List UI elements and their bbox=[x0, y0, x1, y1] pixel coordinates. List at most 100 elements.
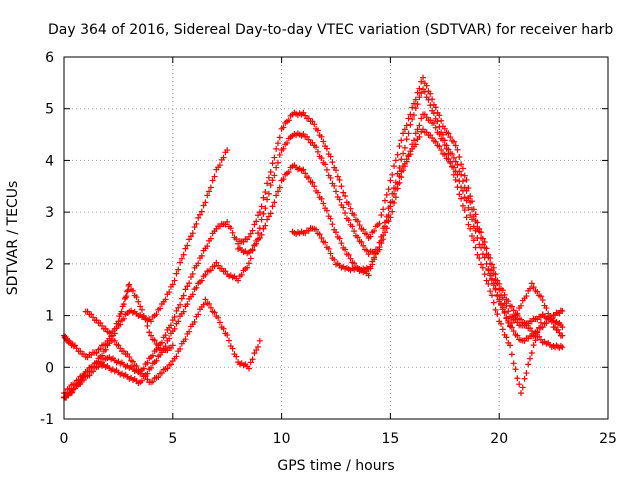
data-point bbox=[153, 341, 160, 348]
data-point bbox=[325, 245, 332, 252]
data-point bbox=[200, 202, 207, 209]
data-point bbox=[534, 288, 541, 295]
data-point bbox=[177, 301, 184, 308]
data-point bbox=[149, 378, 156, 385]
data-point bbox=[407, 151, 414, 158]
data-point bbox=[204, 192, 211, 199]
data-point bbox=[247, 255, 254, 262]
data-point bbox=[327, 250, 334, 257]
data-point bbox=[280, 176, 287, 183]
data-point bbox=[216, 162, 223, 169]
data-point bbox=[106, 335, 113, 342]
data-point bbox=[162, 296, 169, 303]
data-point bbox=[193, 284, 200, 291]
data-point bbox=[385, 205, 392, 212]
data-point bbox=[465, 204, 472, 211]
data-point bbox=[90, 363, 97, 370]
data-point bbox=[318, 235, 325, 241]
y-tick-label: 6 bbox=[45, 50, 54, 66]
data-point bbox=[532, 337, 539, 344]
data-point bbox=[389, 208, 396, 215]
data-point bbox=[157, 345, 164, 352]
data-point bbox=[229, 345, 236, 352]
data-point bbox=[182, 336, 189, 343]
data-point bbox=[467, 212, 474, 219]
data-point bbox=[189, 291, 196, 298]
data-point bbox=[403, 122, 410, 129]
data-point bbox=[276, 184, 283, 191]
data-point bbox=[392, 157, 399, 164]
data-point bbox=[416, 122, 423, 129]
data-point bbox=[331, 182, 338, 189]
data-point bbox=[474, 251, 481, 258]
data-point bbox=[452, 168, 459, 175]
data-point bbox=[459, 202, 466, 209]
data-point bbox=[436, 123, 443, 130]
data-point bbox=[336, 235, 343, 242]
data-point bbox=[182, 245, 189, 252]
data-point bbox=[173, 353, 180, 360]
data-point bbox=[371, 254, 378, 261]
data-point bbox=[207, 304, 214, 311]
x-axis-label: GPS time / hours bbox=[277, 458, 394, 474]
data-point bbox=[503, 334, 510, 341]
data-point bbox=[115, 318, 122, 325]
data-point bbox=[329, 159, 336, 166]
x-tick-label: 0 bbox=[60, 431, 69, 447]
data-series-track-4 bbox=[235, 126, 566, 344]
data-point bbox=[300, 166, 307, 173]
data-point bbox=[144, 322, 151, 329]
data-point bbox=[454, 184, 461, 191]
data-point bbox=[262, 205, 269, 212]
data-point bbox=[255, 212, 262, 219]
data-point bbox=[501, 308, 508, 315]
data-point bbox=[202, 296, 209, 303]
data-point bbox=[445, 150, 452, 157]
data-point bbox=[385, 186, 392, 193]
data-point bbox=[452, 176, 459, 183]
data-series-track-5 bbox=[82, 296, 263, 386]
data-point bbox=[314, 148, 321, 155]
data-point bbox=[157, 305, 164, 312]
data-point bbox=[356, 222, 363, 229]
data-point bbox=[360, 226, 367, 233]
data-point bbox=[458, 161, 465, 168]
data-point bbox=[469, 206, 475, 213]
data-point bbox=[412, 130, 419, 137]
data-point bbox=[345, 251, 352, 258]
data-point bbox=[71, 381, 78, 387]
data-point bbox=[86, 372, 93, 379]
y-tick-label: 5 bbox=[45, 102, 54, 118]
data-point bbox=[193, 220, 200, 227]
data-point bbox=[251, 350, 258, 357]
data-point bbox=[416, 94, 423, 101]
data-point bbox=[171, 277, 178, 284]
axis-ticks: 0 5 10 15 20 25 -1 0 1 2 3 4 5 6 bbox=[40, 50, 617, 447]
data-point bbox=[530, 342, 537, 349]
data-point bbox=[209, 177, 216, 184]
data-point bbox=[267, 182, 274, 189]
data-point bbox=[184, 242, 191, 249]
data-point bbox=[77, 381, 84, 387]
data-point bbox=[137, 303, 144, 310]
data-point bbox=[256, 235, 263, 241]
data-point bbox=[148, 364, 155, 371]
data-point bbox=[260, 210, 267, 217]
data-point bbox=[151, 337, 158, 344]
data-point bbox=[463, 214, 470, 221]
data-point bbox=[537, 293, 544, 300]
data-point bbox=[476, 228, 483, 235]
data-point bbox=[175, 266, 182, 273]
data-point bbox=[536, 324, 543, 331]
data-point bbox=[229, 229, 236, 236]
data-point bbox=[374, 246, 381, 253]
data-point bbox=[400, 130, 407, 137]
data-point bbox=[177, 259, 184, 266]
data-point bbox=[189, 230, 196, 237]
data-point bbox=[224, 332, 231, 339]
data-point bbox=[285, 117, 292, 124]
data-point bbox=[336, 196, 343, 203]
data-point bbox=[412, 96, 419, 103]
data-point bbox=[171, 314, 178, 321]
data-point bbox=[267, 210, 274, 217]
